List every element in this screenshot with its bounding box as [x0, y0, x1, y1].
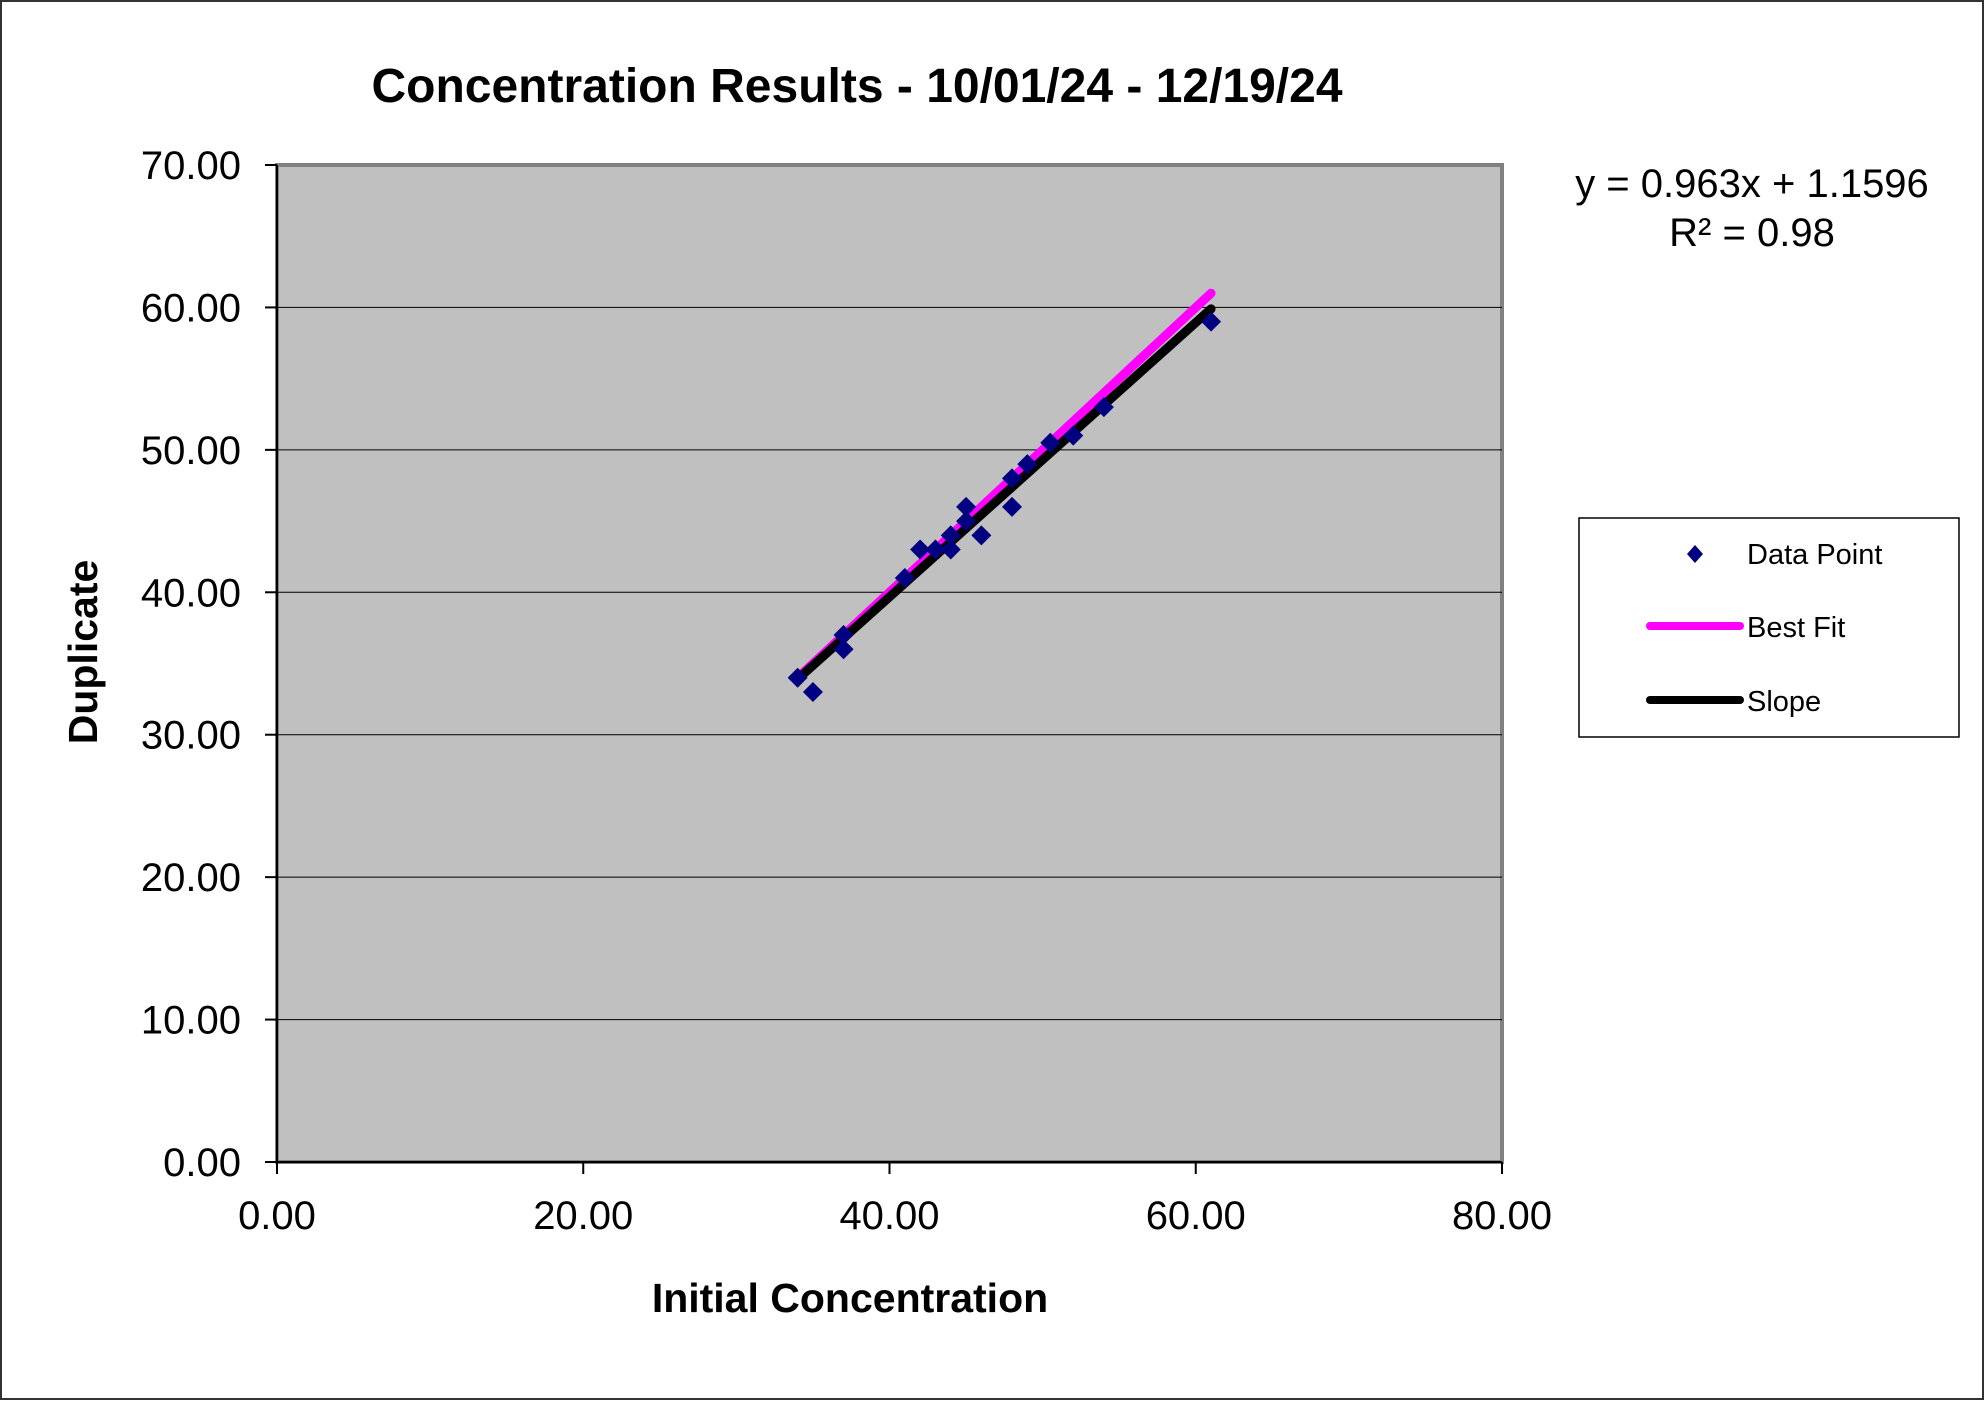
data-point-marker	[1017, 454, 1038, 475]
data-point-marker	[940, 525, 961, 546]
data-point-marker	[802, 681, 823, 702]
x-tick-label: 0.00	[238, 1194, 316, 1238]
slope-line	[793, 304, 1216, 684]
x-tick-label: 20.00	[533, 1194, 633, 1238]
r-squared-label: R² = 0.98	[1669, 211, 1835, 255]
y-axis-ticks: 0.00 10.00 20.00 30.00 40.00 50.00 60.00 70.00	[141, 144, 277, 1185]
grid-lines	[277, 306, 1502, 1021]
data-point-marker	[833, 625, 854, 646]
legend-label-best-fit: Best Fit	[1747, 612, 1845, 644]
data-point-marker	[1002, 496, 1022, 517]
x-axis-title: Initial Concentration	[652, 1275, 1048, 1321]
y-tick-label: 40.00	[141, 571, 241, 615]
data-point-marker	[1063, 425, 1084, 446]
x-tick-label: 80.00	[1452, 1194, 1552, 1238]
legend: Data Point Best Fit Slope	[1578, 517, 1960, 738]
data-points	[787, 311, 1222, 702]
x-tick-label: 60.00	[1146, 1194, 1246, 1238]
data-point-marker	[1093, 397, 1114, 418]
data-point-marker	[787, 667, 808, 688]
data-point-marker	[925, 539, 946, 560]
y-axis-title: Duplicate	[60, 560, 106, 745]
legend-marker-data-point	[1687, 545, 1703, 563]
y-tick-label: 20.00	[141, 856, 241, 900]
data-point-marker	[956, 511, 977, 532]
data-point-marker	[1040, 432, 1061, 453]
series-lines	[793, 288, 1216, 684]
data-point-marker	[1201, 311, 1222, 332]
legend-label-slope: Slope	[1747, 686, 1821, 718]
y-tick-label: 50.00	[141, 429, 241, 473]
y-tick-label: 60.00	[141, 286, 241, 330]
chart-title: Concentration Results - 10/01/24 - 12/19…	[371, 60, 1342, 113]
legend-label-data-point: Data Point	[1747, 539, 1882, 571]
x-axis-ticks: 0.00 20.00 40.00 60.00 80.00	[238, 1162, 1552, 1238]
y-tick-label: 0.00	[163, 1141, 241, 1185]
y-tick-label: 30.00	[141, 714, 241, 758]
x-tick-label: 40.00	[839, 1194, 939, 1238]
trendline-equation: y = 0.963x + 1.1596	[1575, 162, 1929, 206]
legend-box	[1578, 517, 1960, 738]
y-tick-label: 10.00	[141, 999, 241, 1043]
data-point-marker	[940, 539, 961, 560]
y-tick-label: 70.00	[141, 144, 241, 188]
data-point-marker	[894, 568, 915, 589]
data-point-marker	[833, 639, 854, 660]
data-point-marker	[1002, 468, 1022, 489]
plot-area	[275, 163, 1504, 1164]
data-point-marker	[910, 539, 931, 560]
data-point-marker	[956, 496, 977, 517]
data-point-marker	[971, 525, 992, 546]
